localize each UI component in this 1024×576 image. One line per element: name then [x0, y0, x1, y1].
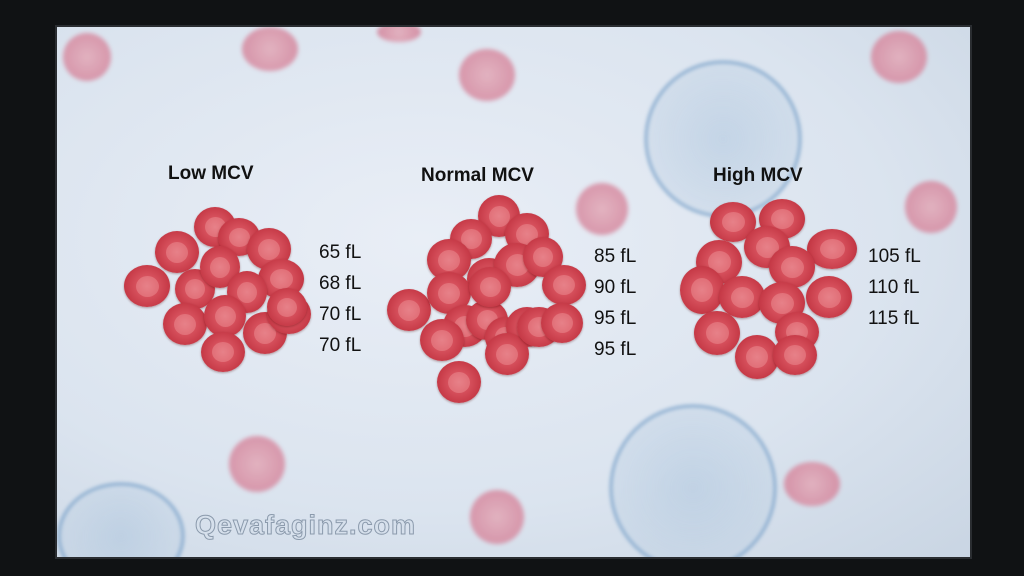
high-mcv-red-blood-cell: [694, 311, 740, 355]
low-mcv-red-blood-cell: [201, 332, 245, 372]
low-mcv-title: Low MCV: [168, 163, 254, 184]
background-rbc: [229, 436, 285, 492]
high-mcv-red-blood-cell: [735, 335, 779, 379]
low-value-4: 70 fL: [319, 335, 362, 356]
low-value-1: 65 fL: [319, 242, 362, 263]
normal-mcv-red-blood-cell: [387, 289, 431, 331]
watermark: Qevafaginz.com: [194, 510, 417, 541]
normal-value-2: 90 fL: [594, 277, 637, 298]
low-mcv-red-blood-cell: [243, 312, 287, 354]
background-rbc: [377, 27, 421, 42]
background-white-blood-cell: [57, 482, 185, 557]
background-rbc: [470, 490, 524, 544]
background-white-blood-cell: [644, 60, 802, 218]
background-rbc: [784, 462, 840, 506]
background-rbc: [63, 33, 111, 81]
normal-mcv-red-blood-cell: [469, 267, 511, 307]
high-mcv-red-blood-cell: [769, 246, 815, 288]
high-mcv-title: High MCV: [713, 165, 803, 186]
high-value-2: 110 fL: [868, 277, 920, 298]
high-mcv-red-blood-cell: [806, 276, 852, 318]
background-rbc: [871, 31, 927, 83]
normal-mcv-title: Normal MCV: [421, 165, 534, 186]
low-mcv-red-blood-cell: [267, 288, 307, 326]
high-mcv-red-blood-cell: [773, 335, 817, 375]
low-value-3: 70 fL: [319, 304, 362, 325]
normal-mcv-red-blood-cell: [437, 361, 481, 403]
normal-mcv-red-blood-cell: [541, 303, 583, 343]
high-value-1: 105 fL: [868, 246, 921, 267]
display-screen: Low MCV Normal MCV High MCV 65 fL 68 fL …: [55, 25, 972, 559]
low-mcv-red-blood-cell: [155, 231, 199, 273]
low-value-2: 68 fL: [319, 273, 362, 294]
normal-value-3: 95 fL: [594, 308, 637, 329]
background-rbc: [576, 183, 628, 235]
high-mcv-red-blood-cell: [807, 229, 857, 269]
high-mcv-red-blood-cell: [719, 276, 765, 318]
low-mcv-red-blood-cell: [124, 265, 170, 307]
high-value-3: 115 fL: [868, 308, 920, 329]
normal-value-4: 95 fL: [594, 339, 637, 360]
high-mcv-red-blood-cell: [680, 266, 724, 314]
background-rbc: [242, 27, 298, 71]
low-mcv-red-blood-cell: [204, 295, 246, 337]
normal-mcv-red-blood-cell: [420, 319, 464, 361]
low-mcv-red-blood-cell: [163, 303, 207, 345]
normal-mcv-red-blood-cell: [523, 237, 563, 277]
normal-value-1: 85 fL: [594, 246, 637, 267]
background-rbc: [905, 181, 957, 233]
background-rbc: [459, 49, 515, 101]
background-white-blood-cell: [609, 404, 777, 557]
normal-mcv-red-blood-cell: [542, 265, 586, 305]
normal-mcv-red-blood-cell: [450, 219, 492, 259]
